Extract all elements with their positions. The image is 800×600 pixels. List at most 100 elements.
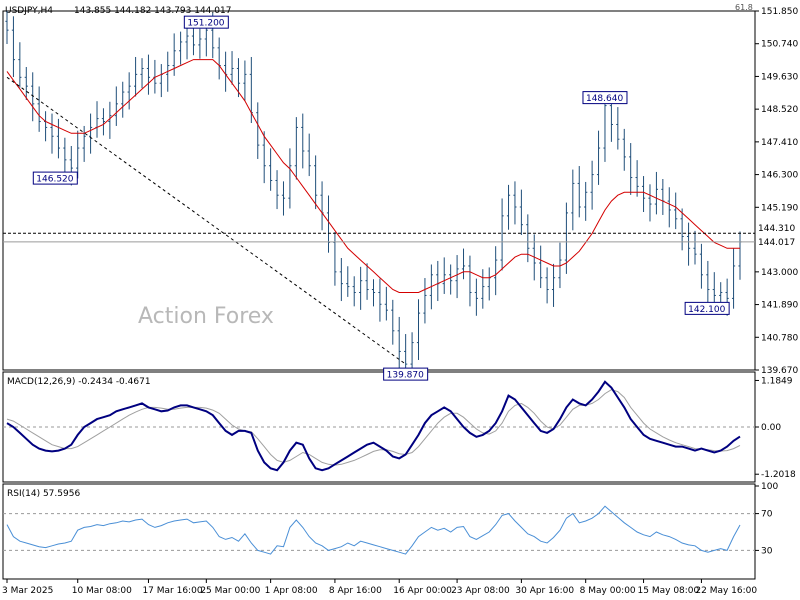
candle <box>50 113 54 154</box>
time-tick-label: 10 Mar 08:00 <box>72 586 132 596</box>
candle <box>391 299 395 345</box>
corner-label: 61.8 <box>735 3 753 12</box>
candle <box>461 248 466 280</box>
candle <box>82 125 86 162</box>
candle <box>442 257 446 294</box>
price-y-axis: 151.850 150.740 149.630 148.520 147.410 146.3… <box>755 7 798 376</box>
price-levels: 144.310 144.017 <box>3 223 798 248</box>
macd-signal-line <box>6 389 741 466</box>
candle <box>699 243 704 289</box>
candle <box>269 148 273 191</box>
time-tick-label: 16 Apr 00:00 <box>393 586 452 596</box>
candle <box>731 248 736 309</box>
ohlc-label: 143.855 144.182 143.793 144.017 <box>74 6 231 16</box>
time-tick-label: 25 Mar 00:00 <box>200 586 260 596</box>
candle <box>121 81 125 118</box>
candle <box>198 28 202 59</box>
price-tick-label: 149.630 <box>761 72 798 82</box>
price-candles <box>5 11 742 378</box>
price-annotation-label: 142.100 <box>688 305 725 315</box>
price-annotation-label: 146.520 <box>36 175 73 185</box>
candle <box>680 208 684 251</box>
rsi-y-axis: 100 70 30 <box>755 482 778 556</box>
candle <box>179 31 183 65</box>
candle <box>108 101 112 139</box>
rsi-tick-label: 30 <box>761 546 773 556</box>
candle <box>487 267 491 301</box>
price-level-label: 144.017 <box>758 238 795 248</box>
price-annotation-label: 151.200 <box>187 19 224 29</box>
candle <box>738 231 742 280</box>
candle <box>24 67 28 101</box>
candle <box>416 299 421 360</box>
candle <box>159 64 163 98</box>
time-tick-label: 8 May 00:00 <box>580 586 636 596</box>
price-annotation-label: 148.640 <box>586 94 623 104</box>
candle <box>11 16 16 78</box>
candle <box>371 279 376 307</box>
candle <box>674 192 678 230</box>
candle <box>468 255 472 307</box>
candle <box>500 198 504 271</box>
candle <box>706 260 710 307</box>
price-tick-label: 150.740 <box>761 40 798 50</box>
candle <box>339 257 343 302</box>
candle <box>551 263 556 307</box>
price-annotation-box <box>383 367 429 381</box>
price-tick-label: 151.850 <box>761 7 798 17</box>
candle <box>127 72 131 110</box>
candle <box>256 102 260 159</box>
candle <box>359 266 363 310</box>
moving-average-line <box>6 59 740 293</box>
price-tick-label: 148.520 <box>761 105 798 115</box>
price-annotation-box <box>684 301 730 315</box>
candle <box>545 267 549 304</box>
candle <box>436 260 440 302</box>
candle <box>481 269 485 309</box>
candle <box>494 246 498 296</box>
candle <box>56 118 61 159</box>
candle <box>236 58 241 98</box>
candle <box>423 278 427 324</box>
price-level-label: 144.310 <box>758 224 795 234</box>
candle <box>333 232 337 286</box>
candle <box>622 128 626 171</box>
rsi-grid <box>3 513 755 551</box>
candle <box>134 56 138 97</box>
candle <box>275 170 279 210</box>
time-tick-label: 22 May 16:00 <box>695 586 757 596</box>
time-tick-label: 30 Apr 16:00 <box>515 586 574 596</box>
candle <box>654 171 659 215</box>
candle <box>506 184 511 230</box>
macd-panel-frame <box>2 371 756 483</box>
candle <box>5 11 9 45</box>
price-annotation-box <box>32 171 78 185</box>
candle <box>577 166 581 218</box>
candle <box>326 195 331 253</box>
macd-tick-label: -1.2018 <box>761 470 796 480</box>
rsi-line <box>6 505 741 555</box>
time-tick-label: 1 Apr 08:00 <box>265 586 318 596</box>
candle <box>571 169 575 231</box>
candle <box>539 245 543 289</box>
candle <box>114 86 118 126</box>
rsi-tick-label: 70 <box>761 510 773 520</box>
candle <box>629 143 633 195</box>
candle <box>307 133 311 177</box>
candle <box>661 179 665 215</box>
time-tick-label: 3 Mar 2025 <box>2 586 53 596</box>
candle <box>301 113 305 169</box>
candle <box>346 266 350 297</box>
candle <box>352 276 356 307</box>
candle <box>76 130 80 179</box>
macd-tick-label: 0.00 <box>761 423 781 433</box>
macd-line <box>6 380 741 472</box>
candle <box>365 263 369 300</box>
candle <box>603 95 607 162</box>
candle <box>519 189 523 236</box>
candle <box>146 54 151 95</box>
price-annotation-box <box>582 91 628 105</box>
candle <box>590 160 594 210</box>
